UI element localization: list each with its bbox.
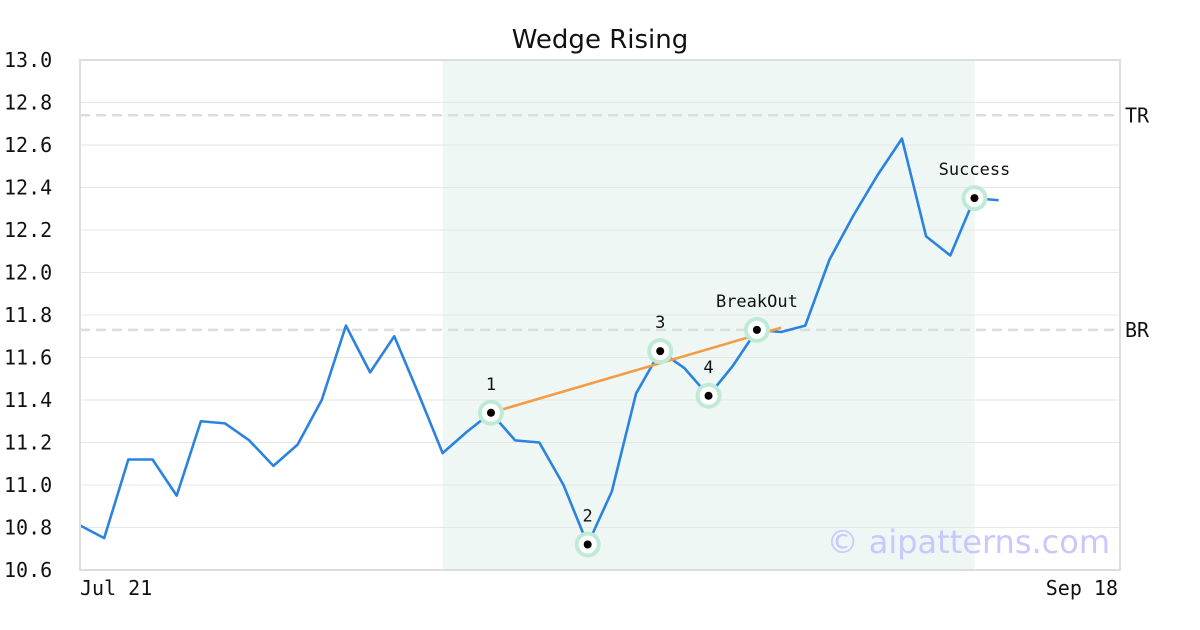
marker-1: 1 xyxy=(477,375,504,426)
y-tick-label: 12.4 xyxy=(4,176,52,200)
level-lines: TR BR xyxy=(80,103,1150,342)
marker-label: 4 xyxy=(703,358,713,378)
plot-frame xyxy=(79,59,1121,571)
watermark: © aipatterns.com xyxy=(827,523,1110,561)
y-tick-label: 10.8 xyxy=(4,516,52,540)
marker-label: 1 xyxy=(486,375,496,395)
level-label-tr: TR xyxy=(1125,103,1150,127)
price-line xyxy=(79,137,999,546)
marker-dot xyxy=(704,391,713,400)
level-label-br: BR xyxy=(1125,318,1150,342)
y-tick-label: 11.6 xyxy=(4,346,52,370)
y-tick-label: 12.6 xyxy=(4,133,52,157)
grid-lines xyxy=(80,59,1120,571)
marker-2: 2 xyxy=(574,507,601,558)
watermark-layer: © aipatterns.com xyxy=(827,523,1110,561)
wedge-trendline xyxy=(490,326,782,414)
x-tick-label: Sep 18 xyxy=(1046,576,1118,600)
marker-label: Success xyxy=(939,160,1011,180)
y-axis-ticks: 10.6 10.8 11.0 11.2 11.4 11.6 11.8 12.0 12.2 12.4… xyxy=(4,48,52,582)
y-tick-label: 11.2 xyxy=(4,431,52,455)
y-tick-label: 10.6 xyxy=(4,558,52,582)
x-axis-ticks: Jul 21 Sep 18 xyxy=(80,576,1118,600)
marker-dot xyxy=(752,325,761,334)
y-tick-label: 11.4 xyxy=(4,388,52,412)
y-tick-label: 12.2 xyxy=(4,218,52,242)
marker-4: 4 xyxy=(695,358,722,409)
y-tick-label: 13.0 xyxy=(4,48,52,72)
marker-label: BreakOut xyxy=(716,292,798,312)
y-tick-label: 11.0 xyxy=(4,473,52,497)
y-tick-label: 11.8 xyxy=(4,303,52,327)
marker-dot xyxy=(583,540,592,549)
marker-breakout: BreakOut xyxy=(716,292,798,343)
y-tick-label: 12.8 xyxy=(4,91,52,115)
marker-3: 3 xyxy=(647,313,674,365)
pattern-markers: 1 2 3 4 BreakOut Success xyxy=(477,160,1011,558)
marker-dot xyxy=(656,347,665,356)
marker-label: 2 xyxy=(583,507,593,527)
chart-title: Wedge Rising xyxy=(512,25,689,55)
x-tick-label: Jul 21 xyxy=(80,576,152,600)
marker-label: 3 xyxy=(655,313,665,333)
marker-success: Success xyxy=(939,160,1011,212)
marker-dot xyxy=(970,194,979,203)
marker-dot xyxy=(486,408,495,417)
y-tick-label: 12.0 xyxy=(4,261,52,285)
